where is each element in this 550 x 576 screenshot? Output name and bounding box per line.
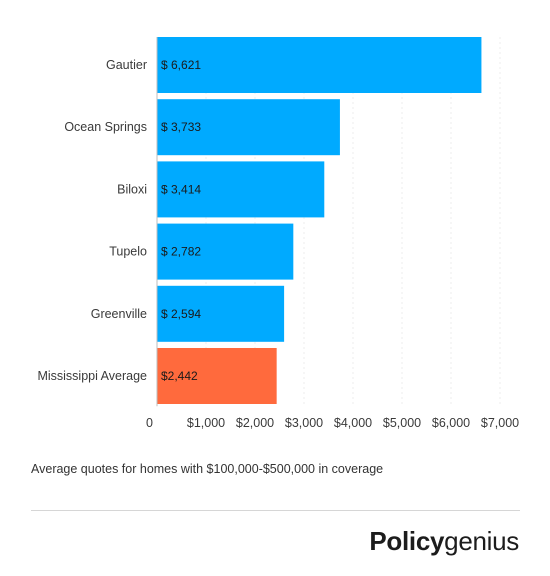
x-tick-label: $6,000 [432, 416, 470, 430]
category-label: Greenville [91, 307, 147, 321]
x-tick-label: $5,000 [383, 416, 421, 430]
category-label: Biloxi [117, 182, 147, 196]
x-tick-label: $3,000 [285, 416, 323, 430]
brand-logo-bold: Policy [369, 526, 445, 556]
x-tick-label: $2,000 [236, 416, 274, 430]
data-label: $ 2,594 [161, 307, 201, 321]
data-label: $ 3,733 [161, 120, 201, 134]
bar-chart: Gautier $ 6,621 Ocean Springs $ 3,733 Biloxi… [37, 37, 519, 430]
x-tick-label: 0 [146, 416, 153, 430]
divider [31, 510, 520, 511]
bar [157, 348, 277, 404]
category-label: Ocean Springs [64, 120, 147, 134]
bar [157, 37, 482, 93]
chart-caption: Average quotes for homes with $100,000-$… [31, 462, 384, 476]
bar [157, 99, 340, 156]
category-label: Mississippi Average [37, 369, 147, 383]
x-tick-label: $4,000 [334, 416, 372, 430]
category-label: Tupelo [109, 245, 147, 259]
data-label: $2,442 [161, 369, 198, 383]
category-label: Gautier [106, 58, 147, 72]
brand-logo: Policygenius [369, 526, 519, 557]
bar [157, 161, 325, 218]
data-label: $ 3,414 [161, 182, 201, 196]
x-tick-label: $1,000 [187, 416, 225, 430]
bar [157, 285, 285, 342]
data-label: $ 6,621 [161, 58, 201, 72]
data-label: $ 2,782 [161, 245, 201, 259]
x-tick-label: $7,000 [481, 416, 519, 430]
bar [157, 223, 294, 280]
brand-logo-light: genius [444, 526, 519, 556]
